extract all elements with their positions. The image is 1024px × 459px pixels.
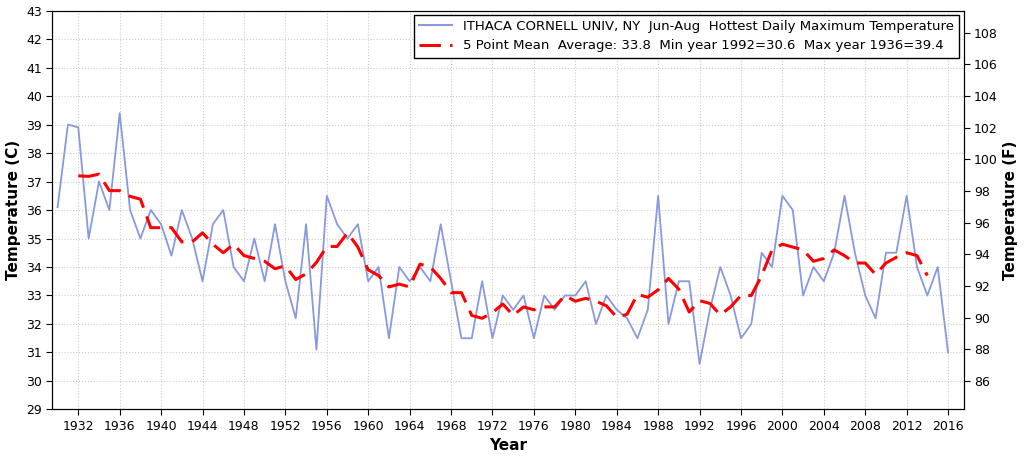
Y-axis label: Temperature (F): Temperature (F) [1004, 140, 1019, 280]
Y-axis label: Temperature (C): Temperature (C) [5, 140, 20, 280]
Legend: ITHACA CORNELL UNIV, NY  Jun-Aug  Hottest Daily Maximum Temperature, 5 Point Mea: ITHACA CORNELL UNIV, NY Jun-Aug Hottest … [414, 15, 959, 58]
X-axis label: Year: Year [489, 438, 527, 453]
